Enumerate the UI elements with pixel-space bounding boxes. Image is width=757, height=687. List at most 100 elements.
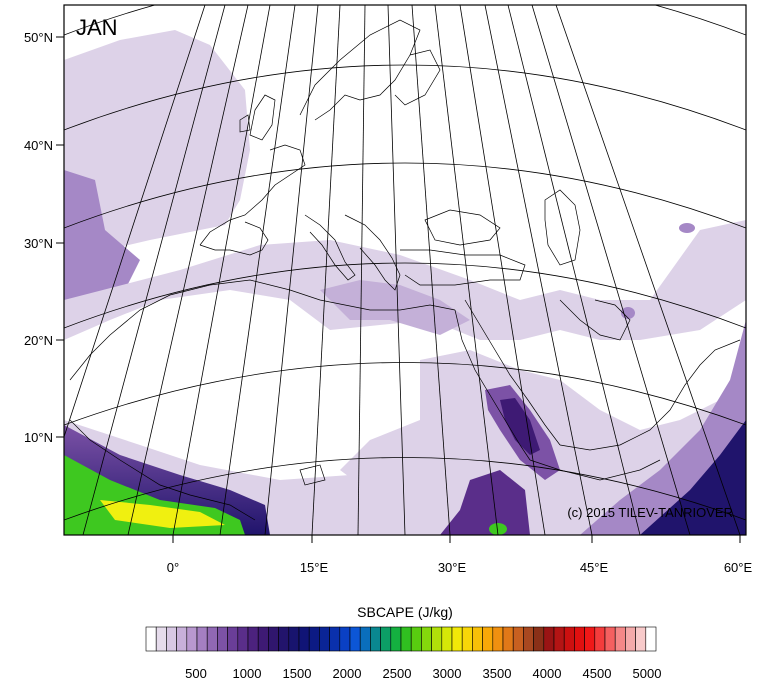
colorbar-box bbox=[614, 626, 626, 652]
coast-black-sea bbox=[424, 209, 501, 246]
cape-area-arabian-sea-deep bbox=[640, 420, 746, 535]
lat-ticks bbox=[56, 36, 64, 438]
lat-label-20n: 20°N bbox=[24, 333, 53, 348]
colorbar-box bbox=[492, 626, 504, 652]
coast-red-sea-west bbox=[454, 309, 531, 461]
colorbar-title: SBCAPE (J/kg) bbox=[357, 604, 453, 620]
cape-shading bbox=[64, 30, 746, 535]
cape-area-eastern-med bbox=[320, 280, 470, 335]
colorbar-box bbox=[278, 626, 290, 652]
latitude-lines bbox=[64, 5, 746, 521]
coast-red-sea-east bbox=[464, 299, 561, 446]
coast-horn-of-africa bbox=[529, 459, 661, 481]
colorbar-box bbox=[543, 626, 555, 652]
lon-label-0: 0° bbox=[167, 560, 179, 575]
colorbar-box bbox=[584, 626, 596, 652]
colorbar-box bbox=[410, 626, 422, 652]
colorbar-box bbox=[451, 626, 463, 652]
colorbar-tick-2500: 2500 bbox=[383, 666, 412, 681]
colorbar-box bbox=[645, 626, 657, 652]
coast-iberia bbox=[199, 221, 269, 256]
colorbar-box bbox=[217, 626, 228, 652]
colorbar-box bbox=[370, 626, 381, 652]
colorbar-box bbox=[237, 626, 249, 652]
coast-persian-gulf bbox=[559, 299, 631, 341]
colorbar-tick-5000: 5000 bbox=[633, 666, 662, 681]
colorbar-box bbox=[206, 626, 218, 652]
colorbar-box bbox=[329, 626, 341, 652]
latitude-line-0 bbox=[64, 457, 746, 521]
coast-north-africa bbox=[69, 279, 456, 381]
colorbar-box bbox=[166, 626, 177, 652]
coast-caspian bbox=[544, 189, 581, 266]
lon-label-60e: 60°E bbox=[724, 560, 753, 575]
colorbar-box bbox=[563, 626, 575, 652]
colorbar-box bbox=[533, 626, 545, 652]
month-label: JAN bbox=[76, 15, 118, 40]
colorbar-box bbox=[288, 626, 300, 652]
colorbar-box bbox=[298, 626, 310, 652]
lat-label-50n: 50°N bbox=[24, 30, 53, 45]
coast-lake-chad bbox=[299, 464, 326, 486]
lat-label-40n: 40°N bbox=[24, 138, 53, 153]
colorbar-box bbox=[461, 626, 473, 652]
latitude-line-40 bbox=[64, 64, 746, 131]
colorbar-box bbox=[176, 626, 188, 652]
lon-label-45e: 45°E bbox=[580, 560, 609, 575]
coast-balkans-greece bbox=[344, 214, 401, 291]
latitude-line-20 bbox=[64, 262, 746, 329]
colorbar-tick-4500: 4500 bbox=[583, 666, 612, 681]
colorbar-box bbox=[594, 626, 606, 652]
colorbar-box bbox=[574, 626, 585, 652]
colorbar-box bbox=[349, 626, 361, 652]
colorbar-tick-3500: 3500 bbox=[483, 666, 512, 681]
coast-scandinavia bbox=[299, 19, 421, 121]
colorbar-box bbox=[359, 626, 371, 652]
cape-area-east-africa-band bbox=[440, 470, 530, 535]
lon-label-15e: 15°E bbox=[300, 560, 329, 575]
colorbar-box bbox=[553, 626, 565, 652]
lon-ticks bbox=[172, 535, 741, 543]
colorbar-box bbox=[482, 626, 494, 652]
colorbar-box bbox=[441, 626, 453, 652]
colorbar-tick-2000: 2000 bbox=[333, 666, 362, 681]
colorbar-box bbox=[625, 626, 636, 652]
colorbar-box bbox=[247, 626, 259, 652]
colorbar-tick-3000: 3000 bbox=[433, 666, 462, 681]
cape-area-atlantic-west bbox=[64, 170, 140, 310]
colorbar-box bbox=[390, 626, 402, 652]
colorbar-box bbox=[523, 626, 534, 652]
lon-label-30e: 30°E bbox=[438, 560, 467, 575]
colorbar-box bbox=[339, 626, 351, 652]
colorbar-box bbox=[472, 626, 483, 652]
cape-area-mediterranean bbox=[64, 220, 746, 340]
colorbar-box bbox=[502, 626, 514, 652]
colorbar-box bbox=[604, 626, 616, 652]
latitude-line-30 bbox=[64, 162, 746, 229]
colorbar-box bbox=[421, 626, 432, 652]
colorbar-tick-1000: 1000 bbox=[233, 666, 262, 681]
coast-turkey bbox=[400, 249, 526, 286]
coast-gulf-of-guinea bbox=[69, 419, 256, 521]
colorbar-tick-4000: 4000 bbox=[533, 666, 562, 681]
colorbar-box bbox=[155, 626, 167, 652]
colorbar-box bbox=[635, 626, 647, 652]
colorbar-tick-1500: 1500 bbox=[283, 666, 312, 681]
colorbar-tick-labels: 500 1000 1500 2000 2500 3000 3500 4000 4… bbox=[185, 666, 661, 681]
colorbar-box bbox=[308, 626, 320, 652]
coastlines bbox=[69, 19, 741, 521]
colorbar-box bbox=[268, 626, 279, 652]
cape-area-caspian-spot bbox=[679, 223, 695, 233]
coast-finland bbox=[394, 49, 441, 106]
colorbar-box bbox=[227, 626, 239, 652]
credit-label: (c) 2015 TILEV-TANRIOVER bbox=[567, 505, 733, 520]
colorbar-tick-500: 500 bbox=[185, 666, 207, 681]
colorbar-box bbox=[380, 626, 392, 652]
coast-italy bbox=[304, 214, 356, 281]
latitude-line-10 bbox=[64, 362, 746, 426]
colorbar-box bbox=[431, 626, 443, 652]
lat-label-30n: 30°N bbox=[24, 236, 53, 251]
colorbar-box bbox=[512, 626, 524, 652]
coast-arabia-south bbox=[559, 339, 741, 451]
